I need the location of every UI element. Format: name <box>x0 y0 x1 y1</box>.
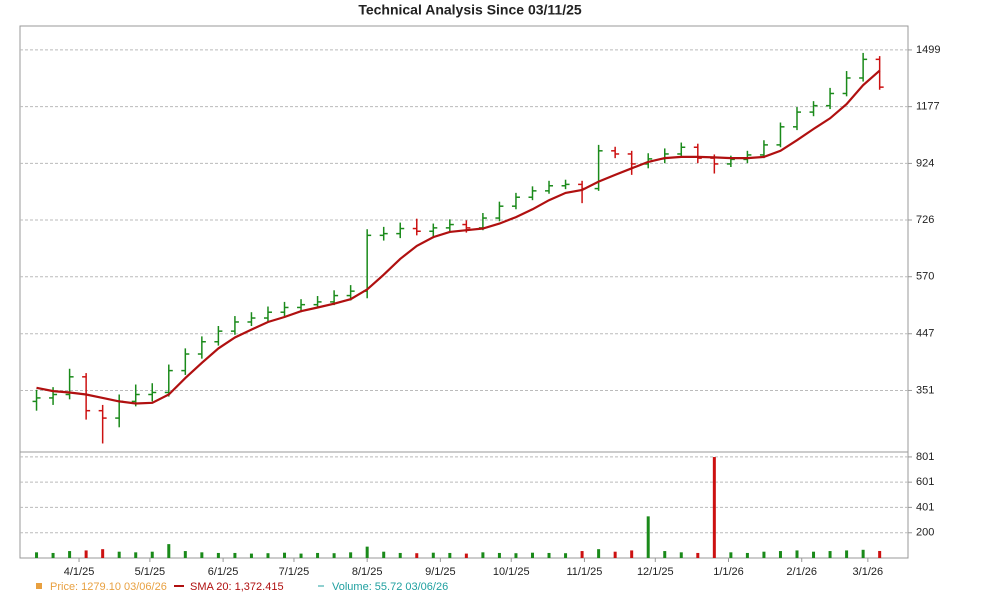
price-pane <box>19 25 909 453</box>
legend-swatch <box>36 583 42 589</box>
x-tick-label: 12/1/25 <box>637 566 674 578</box>
y-tick-label: 601 <box>916 476 934 488</box>
x-tick-label: 2/1/26 <box>786 566 817 578</box>
volume-bar <box>679 552 683 558</box>
volume-bar <box>382 551 386 558</box>
volume-bar <box>580 551 584 558</box>
y-tick-label: 1499 <box>916 44 940 56</box>
x-tick-label: 5/1/25 <box>135 566 166 578</box>
volume-bar <box>200 552 204 558</box>
volume-bar <box>812 551 816 558</box>
volume-bar <box>68 551 72 558</box>
x-tick-label: 6/1/25 <box>208 566 239 578</box>
volume-pane <box>19 451 909 559</box>
volume-bar <box>316 552 320 558</box>
volume-bar <box>349 552 353 558</box>
x-tick-label: 3/1/26 <box>853 566 884 578</box>
sma-line <box>36 69 881 405</box>
x-tick-label: 9/1/25 <box>425 566 456 578</box>
volume-bar <box>398 552 402 558</box>
volume-bar <box>117 551 121 558</box>
y-tick-label: 801 <box>916 451 934 463</box>
volume-bar <box>299 553 303 558</box>
volume-bar <box>564 553 568 558</box>
volume-bar <box>613 551 617 558</box>
x-tick-label: 7/1/25 <box>279 566 310 578</box>
legend-label: Volume: 55.72 03/06/26 <box>332 581 448 593</box>
volume-bar <box>481 552 485 558</box>
volume-bar <box>84 550 88 558</box>
x-tick-label: 10/1/25 <box>493 566 530 578</box>
volume-bar <box>530 552 534 558</box>
volume-bar <box>828 551 832 558</box>
x-tick-label: 1/1/26 <box>713 566 744 578</box>
volume-bar <box>283 552 287 558</box>
volume-bar <box>35 552 39 558</box>
volume-bar <box>365 546 369 558</box>
volume-bar <box>845 550 849 558</box>
volume-bar <box>134 552 138 558</box>
x-tick-label: 4/1/25 <box>64 566 95 578</box>
y-tick-label: 924 <box>916 157 934 169</box>
volume-bar <box>249 553 253 558</box>
volume-bar <box>729 552 733 558</box>
volume-bar <box>663 551 667 558</box>
legend-label: Price: 1279.10 03/06/26 <box>50 581 167 593</box>
legend-label: SMA 20: 1,372.415 <box>190 581 284 593</box>
y-tick-label: 200 <box>916 527 934 539</box>
volume-bar <box>712 457 716 558</box>
volume-bar <box>167 544 171 558</box>
y-tick-label: 401 <box>916 501 934 513</box>
volume-bar <box>216 552 220 558</box>
volume-bar <box>646 516 650 558</box>
volume-bar <box>547 552 551 558</box>
x-tick-label: 8/1/25 <box>352 566 383 578</box>
volume-bar <box>778 551 782 558</box>
volume-bar <box>51 552 55 558</box>
x-tick-label: 11/1/25 <box>567 566 603 578</box>
volume-bar <box>878 550 882 558</box>
volume-bar <box>630 550 634 558</box>
volume-bar <box>795 550 799 558</box>
volume-bar <box>448 552 452 558</box>
y-tick-label: 447 <box>916 328 934 340</box>
chart-title: Technical Analysis Since 03/11/25 <box>358 2 582 18</box>
volume-bar <box>514 553 518 558</box>
volume-bar <box>861 549 865 558</box>
volume-bar <box>150 551 154 558</box>
y-tick-label: 351 <box>916 384 934 396</box>
volume-bar <box>497 552 501 558</box>
volume-bar <box>464 553 468 558</box>
volume-bar <box>762 551 766 558</box>
volume-bar <box>233 552 237 558</box>
volume-bar <box>101 549 105 558</box>
volume-bar <box>745 552 749 558</box>
y-tick-label: 1177 <box>916 101 940 113</box>
volume-bar <box>597 549 601 558</box>
volume-bar <box>183 551 187 558</box>
y-tick-label: 726 <box>916 214 934 226</box>
volume-bar <box>415 553 419 558</box>
volume-bar <box>431 552 435 558</box>
volume-bar <box>332 553 336 558</box>
volume-bar <box>266 553 270 558</box>
y-tick-label: 570 <box>916 271 934 283</box>
volume-bar <box>696 552 700 558</box>
